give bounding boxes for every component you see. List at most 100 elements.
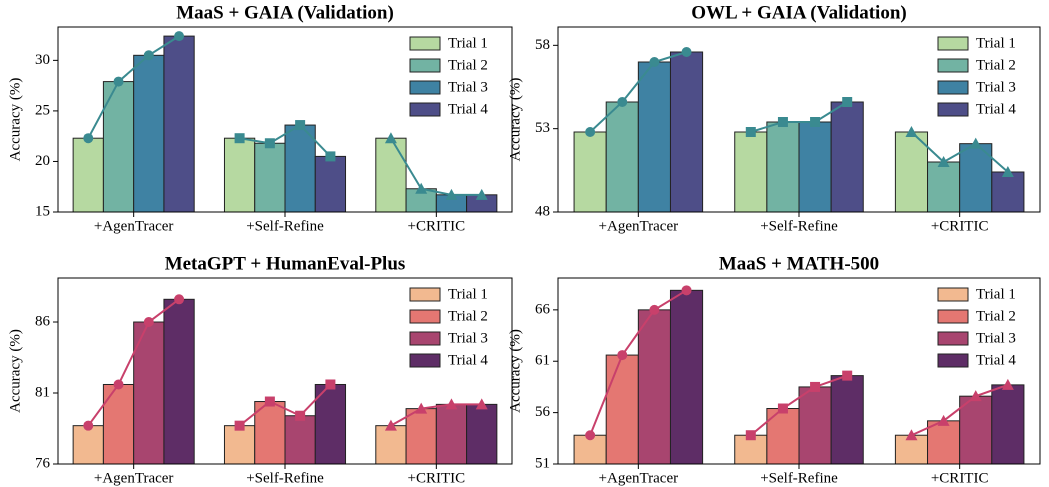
- bar: [223, 425, 256, 465]
- bar: [991, 384, 1025, 465]
- line-marker: [475, 398, 488, 410]
- line-marker: [295, 120, 306, 131]
- line-marker: [585, 430, 596, 441]
- line-marker: [445, 398, 458, 410]
- bar: [314, 383, 347, 465]
- legend-swatch: [937, 331, 969, 346]
- legend-swatch: [409, 36, 441, 51]
- bar: [991, 171, 1025, 213]
- x-tick-label: +Self-Refine: [246, 218, 324, 234]
- legend-label: Trial 3: [976, 79, 1016, 95]
- y-tick-label: 61: [535, 353, 550, 369]
- axes-frame: [557, 26, 1041, 213]
- line-marker: [1001, 378, 1014, 390]
- line-marker: [1001, 166, 1014, 177]
- x-tick-label: +Self-Refine: [760, 470, 838, 486]
- x-tick-label: +AgenTracer: [599, 470, 679, 486]
- bar: [163, 298, 195, 465]
- bar: [133, 54, 165, 213]
- line-marker: [83, 133, 94, 144]
- legend-label: Trial 4: [448, 101, 488, 117]
- line-marker: [384, 132, 397, 144]
- x-tick-label: +Self-Refine: [760, 218, 838, 234]
- legend-label: Trial 4: [448, 352, 488, 368]
- legend-swatch: [937, 58, 969, 73]
- chart-title: OWL + GAIA (Validation): [691, 2, 906, 23]
- y-tick-label: 53: [535, 120, 550, 136]
- line-marker: [937, 156, 950, 167]
- y-axis-label: Accuracy (%): [7, 78, 23, 162]
- y-tick-label: 56: [535, 404, 551, 420]
- line-marker: [445, 188, 458, 200]
- line-marker: [842, 370, 853, 381]
- chart-title: MaaS + MATH-500: [719, 253, 879, 274]
- line-marker: [384, 419, 397, 431]
- legend-label: Trial 2: [976, 308, 1016, 324]
- bar: [284, 124, 316, 213]
- legend-label: Trial 3: [976, 330, 1016, 346]
- bar: [798, 386, 832, 465]
- legend-swatch: [937, 36, 969, 51]
- line-marker: [649, 304, 660, 315]
- line-marker: [681, 47, 692, 57]
- y-tick-label: 25: [35, 102, 50, 118]
- bar: [798, 121, 832, 213]
- bar: [927, 420, 961, 465]
- line-marker: [415, 182, 428, 194]
- line-marker: [745, 127, 756, 137]
- y-tick-label: 48: [535, 203, 550, 219]
- line-marker: [113, 76, 124, 87]
- trend-line: [910, 131, 1009, 173]
- bar: [72, 425, 104, 465]
- legend-swatch: [409, 287, 441, 302]
- bar: [375, 137, 407, 213]
- y-tick-label: 81: [35, 384, 50, 400]
- bar: [637, 309, 671, 465]
- legend-label: Trial 1: [448, 35, 488, 51]
- y-tick-label: 66: [535, 301, 551, 317]
- bar: [894, 131, 929, 213]
- bar: [223, 137, 256, 213]
- trend-line: [589, 51, 687, 133]
- line-marker: [810, 381, 821, 392]
- legend-swatch: [409, 309, 441, 324]
- line-marker: [842, 97, 853, 107]
- line-marker: [969, 390, 982, 402]
- y-axis-label: Accuracy (%): [507, 78, 523, 162]
- legend-swatch: [409, 331, 441, 346]
- legend-label: Trial 2: [448, 57, 488, 73]
- line-marker: [325, 151, 336, 162]
- trend-line: [239, 123, 332, 158]
- bar: [375, 425, 407, 465]
- legend-label: Trial 2: [448, 308, 488, 324]
- bar: [102, 383, 135, 465]
- trend-line: [87, 35, 180, 139]
- bar: [466, 403, 498, 465]
- bar: [959, 395, 993, 465]
- bar: [254, 142, 286, 213]
- y-tick-label: 86: [35, 313, 51, 329]
- x-tick-label: +Self-Refine: [246, 470, 324, 486]
- trend-line: [589, 289, 688, 436]
- trend-line: [87, 298, 180, 427]
- y-tick-label: 15: [35, 203, 50, 219]
- legend-swatch: [409, 58, 441, 73]
- x-tick-label: +CRITIC: [408, 470, 466, 486]
- trend-line: [238, 383, 332, 427]
- line-marker: [969, 137, 982, 149]
- bar: [435, 403, 468, 465]
- line-marker: [585, 127, 596, 137]
- line-marker: [415, 402, 428, 414]
- x-tick-label: +AgenTracer: [94, 470, 174, 486]
- y-tick-label: 76: [35, 455, 51, 471]
- legend-label: Trial 4: [976, 352, 1016, 368]
- line-marker: [264, 138, 275, 149]
- x-tick-label: +CRITIC: [931, 470, 989, 486]
- bar: [605, 354, 639, 465]
- legend-label: Trial 2: [976, 57, 1016, 73]
- line-marker: [234, 420, 245, 431]
- y-tick-label: 20: [35, 153, 50, 169]
- line-marker: [174, 294, 185, 305]
- legend-label: Trial 3: [448, 330, 488, 346]
